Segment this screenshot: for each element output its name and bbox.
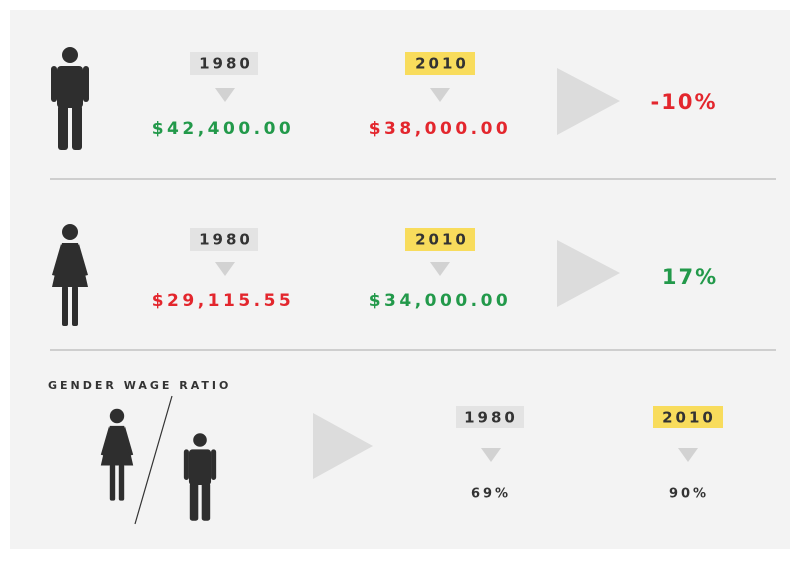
change: 17% xyxy=(662,265,718,289)
arrow xyxy=(678,448,698,462)
ratio-value: 90% xyxy=(669,487,709,502)
year-box xyxy=(456,406,524,428)
year: 1980 xyxy=(199,55,253,73)
section-label: GENDER WAGE RATIO xyxy=(48,379,231,392)
year: 2010 xyxy=(415,55,469,73)
year-box xyxy=(190,228,258,251)
arrow xyxy=(430,262,450,276)
value: $34,000.00 xyxy=(369,291,512,311)
value: $42,400.00 xyxy=(152,119,295,139)
value: $38,000.00 xyxy=(369,119,512,139)
arrow xyxy=(215,88,235,102)
slash xyxy=(134,395,173,525)
arrow xyxy=(430,88,450,102)
year-box xyxy=(405,228,475,251)
panel xyxy=(10,10,790,549)
big-arrow xyxy=(557,68,620,135)
year-box xyxy=(405,52,475,75)
big-arrow xyxy=(313,413,373,479)
year-box xyxy=(190,52,258,75)
ratio-value: 69% xyxy=(471,487,511,502)
year: 2010 xyxy=(415,231,469,249)
big-arrow xyxy=(557,240,620,307)
year: 1980 xyxy=(464,409,518,427)
year: 1980 xyxy=(199,231,253,249)
arrow xyxy=(481,448,501,462)
year: 2010 xyxy=(662,409,716,427)
value: $29,115.55 xyxy=(152,291,295,311)
change: -10% xyxy=(651,90,718,114)
arrow xyxy=(215,262,235,276)
year-box xyxy=(653,406,723,428)
